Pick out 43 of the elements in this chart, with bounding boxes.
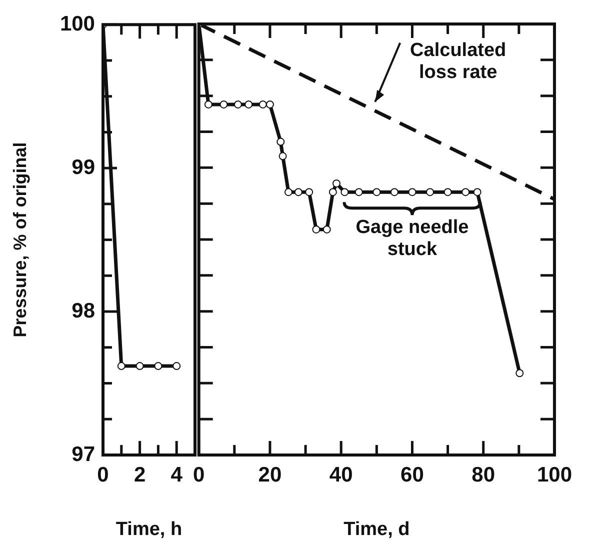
- point: [294, 188, 302, 196]
- x-axis-title: Time, d: [344, 518, 410, 540]
- point: [234, 100, 242, 108]
- x-tick-label: 80: [472, 463, 496, 486]
- point: [312, 225, 320, 234]
- y-axis-title: Pressure, % of original: [10, 142, 30, 338]
- point: [284, 188, 292, 196]
- point: [426, 188, 434, 196]
- point: [220, 100, 228, 108]
- x-tick-label: 40: [329, 463, 353, 486]
- point: [322, 225, 331, 234]
- point: [462, 188, 470, 196]
- point: [372, 188, 381, 196]
- point: [332, 179, 340, 188]
- annotation: Gage needle stuck: [356, 216, 469, 260]
- point: [258, 100, 267, 108]
- point: [276, 138, 285, 146]
- point: [354, 188, 363, 196]
- x-tick-label: 0: [97, 463, 109, 486]
- x-tick-label: 4: [170, 463, 183, 486]
- point: [244, 100, 253, 108]
- x-tick-label: 100: [536, 463, 572, 486]
- point: [444, 188, 452, 196]
- y-tick-label: 100: [60, 12, 95, 36]
- point: [266, 100, 274, 108]
- y-tick-label: 98: [72, 299, 96, 322]
- point: [516, 369, 524, 378]
- point: [278, 152, 287, 160]
- point: [204, 100, 212, 108]
- x-tick-label: 60: [400, 463, 424, 486]
- x-tick-label: 2: [134, 463, 146, 486]
- point: [305, 188, 314, 196]
- point: [390, 188, 398, 196]
- point: [473, 188, 482, 196]
- y-tick-label: 99: [72, 156, 95, 179]
- x-tick-label: 0: [192, 463, 205, 486]
- point: [328, 188, 337, 196]
- y-tick-label: 97: [72, 442, 95, 466]
- x-axis-title: Time, h: [116, 518, 182, 540]
- point: [408, 188, 416, 196]
- x-tick-label: 20: [258, 463, 282, 486]
- point: [340, 188, 349, 196]
- annotation: Calculated loss rate: [410, 40, 506, 84]
